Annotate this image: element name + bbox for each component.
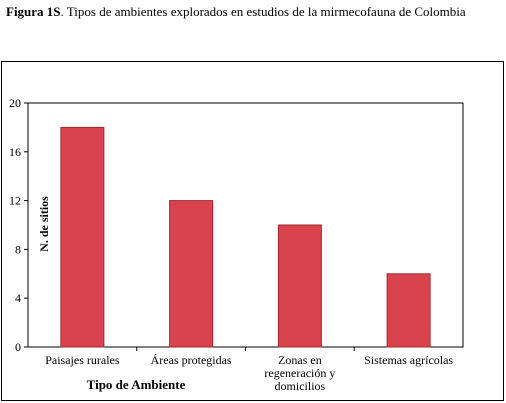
chart-axes [24, 102, 464, 351]
y-tick-labels: 0 4 8 12 16 20 [9, 96, 21, 354]
figure-label: Figura 1S [6, 4, 61, 19]
y-tick-label: 20 [9, 96, 21, 110]
x-tick-label-line: Paisajes rurales [45, 353, 120, 367]
x-tick-label-line: Sistemas agrícolas [364, 353, 453, 367]
figure-caption: Figura 1S. Tipos de ambientes explorados… [6, 4, 466, 20]
x-tick-label-line: domicilios [275, 379, 326, 393]
bar [277, 224, 322, 348]
y-tick-label: 4 [15, 291, 21, 305]
figure-caption-text: . Tipos de ambientes explorados en estud… [60, 4, 466, 19]
y-axis-label: N. de sitios [37, 196, 51, 252]
x-tick-label-line: Áreas protegidas [151, 353, 232, 367]
bar [386, 273, 431, 348]
y-tick-label: 8 [15, 242, 21, 256]
x-tick-label: Zonas en regeneración y domicilios [264, 353, 335, 393]
x-tick-label-line: Zonas en [278, 353, 322, 367]
chart-frame [1, 61, 504, 401]
y-tick-label: 12 [9, 194, 21, 208]
y-tick-label: 0 [15, 340, 21, 354]
bar [169, 200, 214, 348]
x-axis-label: Tipo de Ambiente [87, 377, 186, 392]
x-tick-label: Paisajes rurales [45, 353, 120, 367]
x-tick-label: Sistemas agrícolas [364, 353, 453, 367]
bar [60, 126, 105, 348]
x-tick-label: Áreas protegidas [151, 353, 232, 367]
chart-bars [60, 126, 431, 348]
x-tick-labels: Paisajes rurales Áreas protegidas Zonas en… [45, 353, 453, 393]
y-tick-label: 16 [9, 145, 21, 159]
x-tick-label-line: regeneración y [264, 366, 335, 380]
